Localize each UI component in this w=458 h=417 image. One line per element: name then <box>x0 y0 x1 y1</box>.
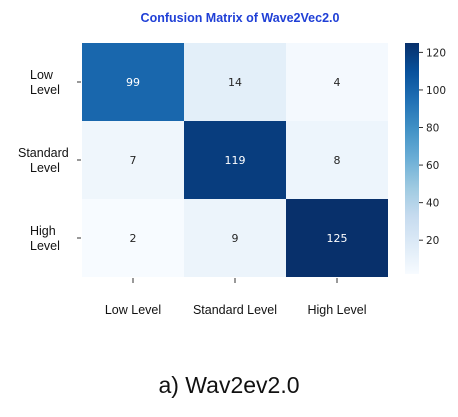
cell-value-label: 7 <box>130 154 137 167</box>
colorbar-tick-label: 120 <box>426 47 446 59</box>
heatmap-cell <box>82 199 184 277</box>
heatmap-cell <box>286 43 388 121</box>
heatmap-cells: 99 14 4 7 119 8 2 9 125 <box>82 43 388 277</box>
cell-value-label: 14 <box>228 76 242 89</box>
heatmap-cell <box>184 43 286 121</box>
cell-value-label: 119 <box>225 154 246 167</box>
y-tick-label: Standard Level <box>18 146 69 175</box>
cell-value-label: 9 <box>232 232 239 245</box>
colorbar-tick-label: 60 <box>426 160 439 172</box>
heatmap-cell <box>184 121 286 199</box>
x-tick-label: Low Level <box>105 303 161 317</box>
colorbar-tick-label: 20 <box>426 235 439 247</box>
y-tick-label: High Level <box>30 224 60 253</box>
colorbar: 20 40 60 80 100 120 <box>405 43 446 274</box>
cell-value-label: 2 <box>130 232 137 245</box>
cell-value-label: 4 <box>334 76 341 89</box>
cell-value-label: 125 <box>327 232 348 245</box>
heatmap-cell <box>82 121 184 199</box>
heatmap-cell <box>286 121 388 199</box>
y-tick-label: Low Level <box>30 68 60 97</box>
colorbar-tick-label: 40 <box>426 198 439 210</box>
heatmap-cell <box>286 199 388 277</box>
cell-value-label: 8 <box>334 154 341 167</box>
x-tick-label: High Level <box>307 303 366 317</box>
heatmap-cell <box>82 43 184 121</box>
chart-title: Confusion Matrix of Wave2Vec2.0 <box>141 11 340 25</box>
x-axis-tick-labels: Low Level Standard Level High Level <box>105 278 367 317</box>
colorbar-tick-label: 100 <box>426 85 446 97</box>
heatmap-cell <box>184 199 286 277</box>
figure-caption: a) Wav2ev2.0 <box>158 372 300 398</box>
colorbar-tick-label: 80 <box>426 123 439 135</box>
cell-value-label: 99 <box>126 76 140 89</box>
colorbar-gradient <box>405 43 419 274</box>
y-axis-tick-labels: Low Level Standard Level High Level <box>18 68 81 253</box>
x-tick-label: Standard Level <box>193 303 277 317</box>
